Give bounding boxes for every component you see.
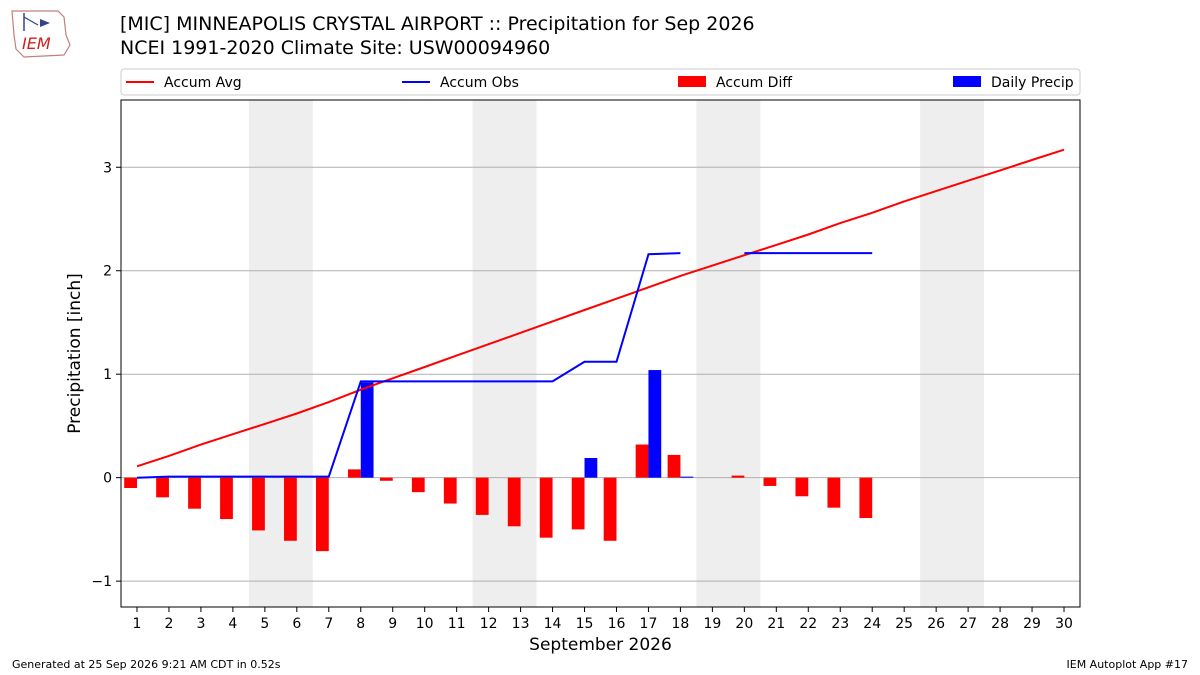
x-tick-label-6: 6 bbox=[292, 616, 301, 632]
daily-bar-day-15 bbox=[584, 458, 598, 478]
x-tick-label-23: 23 bbox=[831, 616, 849, 632]
y-tick-label-1: 0 bbox=[103, 471, 112, 487]
x-tick-label-20: 20 bbox=[735, 616, 753, 632]
x-tick-label-25: 25 bbox=[895, 616, 913, 632]
x-tick-label-22: 22 bbox=[799, 616, 817, 632]
weekend-band-1 bbox=[248, 100, 313, 607]
x-tick-label-27: 27 bbox=[959, 616, 977, 632]
diff-bar-day-18 bbox=[667, 454, 681, 478]
weekend-band-4 bbox=[920, 100, 985, 607]
plot-frame bbox=[120, 99, 1081, 608]
diff-bar-day-10 bbox=[411, 477, 425, 493]
daily-bar-day-8 bbox=[360, 382, 374, 478]
diff-bar-day-1 bbox=[124, 477, 137, 489]
x-tick-label-7: 7 bbox=[324, 616, 333, 632]
weekend-band-3 bbox=[696, 100, 761, 607]
x-tick-label-30: 30 bbox=[1055, 616, 1073, 632]
chart-subtitle: NCEI 1991-2020 Climate Site: USW00094960 bbox=[120, 37, 551, 59]
x-tick-label-12: 12 bbox=[480, 616, 498, 632]
diff-bar-day-15 bbox=[571, 477, 585, 530]
diff-bar-day-6 bbox=[284, 477, 297, 541]
x-tick-label-24: 24 bbox=[863, 616, 881, 632]
legend-accum-obs-label: Accum Obs bbox=[440, 75, 519, 91]
legend-accum-diff-label: Accum Diff bbox=[716, 75, 792, 91]
x-tick-label-26: 26 bbox=[927, 616, 945, 632]
footer-app: IEM Autoplot App #17 bbox=[1066, 658, 1189, 671]
x-tick-label-8: 8 bbox=[356, 616, 365, 632]
x-tick-label-14: 14 bbox=[544, 616, 562, 632]
x-tick-label-2: 2 bbox=[164, 616, 173, 632]
x-tick-label-11: 11 bbox=[448, 616, 466, 632]
x-tick-label-19: 19 bbox=[703, 616, 721, 632]
accum-obs-line-1 bbox=[136, 252, 681, 479]
diff-bar-day-23 bbox=[827, 477, 841, 508]
daily-bar-day-18 bbox=[680, 476, 694, 478]
x-axis-label: September 2026 bbox=[529, 635, 672, 655]
weekend-band-2 bbox=[472, 100, 537, 607]
diff-bar-day-8 bbox=[347, 469, 361, 478]
logo-text: IEM bbox=[22, 34, 51, 53]
daily-bar-day-17 bbox=[648, 370, 662, 478]
x-tick-label-5: 5 bbox=[260, 616, 269, 632]
x-tick-label-1: 1 bbox=[133, 616, 142, 632]
diff-bar-day-24 bbox=[859, 477, 873, 519]
legend-daily-precip-swatch bbox=[953, 76, 981, 87]
x-tick-label-29: 29 bbox=[1023, 616, 1041, 632]
x-tick-label-15: 15 bbox=[576, 616, 594, 632]
legend-accum-diff-swatch bbox=[678, 76, 706, 87]
diff-bar-day-21 bbox=[763, 477, 777, 486]
diff-bar-day-17 bbox=[635, 444, 649, 478]
y-tick-label-0: −1 bbox=[91, 574, 112, 590]
x-tick-label-18: 18 bbox=[672, 616, 690, 632]
y-tick-label-2: 1 bbox=[103, 367, 112, 383]
diff-bar-day-9 bbox=[379, 477, 393, 481]
iem-logo: IEM bbox=[11, 10, 71, 58]
y-tick-label-3: 2 bbox=[103, 264, 112, 280]
x-tick-label-16: 16 bbox=[608, 616, 626, 632]
x-tick-label-3: 3 bbox=[196, 616, 205, 632]
y-tick-label-4: 3 bbox=[103, 160, 112, 176]
diff-bar-day-4 bbox=[220, 477, 233, 520]
accum-avg-line-1 bbox=[136, 148, 1065, 468]
x-tick-label-13: 13 bbox=[512, 616, 530, 632]
diff-bar-day-5 bbox=[252, 477, 265, 531]
y-axis-label: Precipitation [inch] bbox=[65, 273, 85, 434]
diff-bar-day-12 bbox=[475, 477, 489, 515]
legend: Accum Avg Accum Obs Accum Diff Daily Precip bbox=[120, 68, 1081, 96]
diff-bar-day-22 bbox=[795, 477, 809, 497]
diff-bar-day-11 bbox=[443, 477, 457, 504]
x-tick-label-17: 17 bbox=[640, 616, 658, 632]
diff-bar-day-16 bbox=[603, 477, 617, 541]
diff-bar-day-3 bbox=[188, 477, 201, 509]
x-tick-label-9: 9 bbox=[388, 616, 397, 632]
legend-accum-avg-label: Accum Avg bbox=[164, 75, 242, 91]
x-tick-label-28: 28 bbox=[991, 616, 1009, 632]
x-tick-label-4: 4 bbox=[228, 616, 237, 632]
diff-bar-day-2 bbox=[156, 477, 169, 498]
x-tick-label-10: 10 bbox=[416, 616, 434, 632]
chart-title: [MIC] MINNEAPOLIS CRYSTAL AIRPORT :: Pre… bbox=[120, 13, 755, 35]
x-tick-label-21: 21 bbox=[767, 616, 785, 632]
legend-daily-precip-label: Daily Precip bbox=[991, 75, 1074, 91]
diff-bar-day-14 bbox=[539, 477, 553, 538]
legend-frame bbox=[120, 68, 1081, 96]
footer-generated: Generated at 25 Sep 2026 9:21 AM CDT in … bbox=[12, 658, 281, 671]
diff-bar-day-13 bbox=[507, 477, 521, 527]
diff-bar-day-20 bbox=[731, 475, 745, 478]
diff-bar-day-7 bbox=[315, 477, 329, 552]
